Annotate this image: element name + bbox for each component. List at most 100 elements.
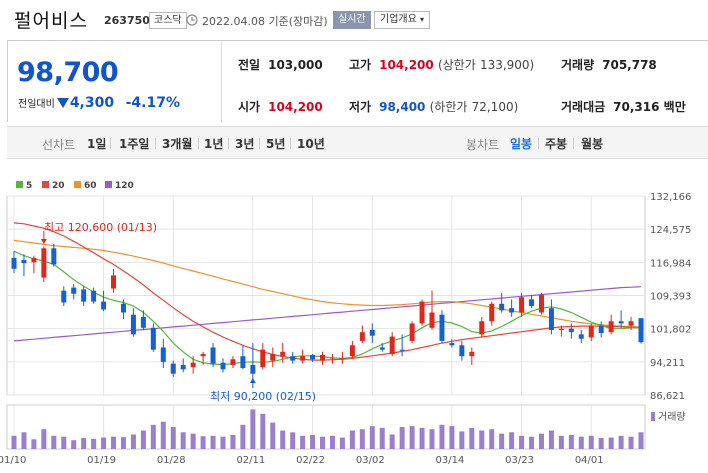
volume-bar — [150, 424, 156, 449]
volume-bar — [240, 424, 246, 449]
volume-bar — [51, 435, 57, 449]
separator — [228, 138, 229, 149]
prev-close-label: 전일 — [238, 58, 261, 72]
candle-body — [140, 316, 146, 328]
stock-header: 펄어비스 263750 코스닥 2022.04.08 기준(장마감) 실시간 기… — [0, 0, 708, 40]
low-arrow-icon — [249, 378, 256, 383]
candle-body — [608, 321, 614, 333]
candle-body — [220, 362, 226, 370]
volume-bar — [260, 413, 266, 449]
current-price: 98,700 — [17, 57, 119, 88]
volume-bar — [628, 436, 634, 449]
volume-bar — [339, 437, 345, 449]
upper-limit-label: (상한가 — [437, 58, 476, 72]
high-value: 104,200 — [379, 58, 434, 72]
company-info-dropdown[interactable]: 기업개요 ▾ — [374, 11, 431, 29]
high-cell: 고가 104,200 (상한가 133,900) — [349, 56, 534, 73]
legend-ma120: 120 — [105, 181, 134, 191]
volume-bar — [200, 436, 206, 449]
candle-body — [598, 325, 604, 334]
period-10year[interactable]: 10년 — [297, 137, 325, 151]
candle-body — [11, 257, 17, 269]
realtime-button[interactable]: 실시간 — [333, 11, 371, 29]
company-info-label: 기업개요 — [380, 14, 417, 25]
candle-body — [300, 356, 306, 361]
volume-bar — [588, 435, 594, 449]
volume-bar — [509, 432, 515, 449]
volume-bar — [399, 427, 405, 449]
volume-bar — [61, 436, 67, 449]
period-weekly[interactable]: 주봉 — [545, 137, 568, 151]
period-daily[interactable]: 일봉 — [510, 137, 533, 151]
amount-cell: 거래대금 70,316 백만 — [561, 98, 686, 115]
lower-limit-value: 72,100) — [471, 100, 519, 114]
upper-limit-value: 133,900) — [479, 58, 535, 72]
x-tick-label: 02/22 — [296, 455, 325, 466]
volume-bar — [300, 435, 306, 449]
candle-body — [419, 301, 425, 324]
candle-body — [160, 347, 166, 362]
x-tick-label: 01/19 — [87, 455, 116, 466]
candle-chart-label: 봉차트 — [466, 138, 500, 152]
period-1day[interactable]: 1일 — [87, 137, 107, 151]
volume-bar — [140, 430, 146, 449]
low-cell: 저가 98,400 (하한가 72,100) — [349, 98, 518, 115]
lower-limit-label: (하한가 — [429, 100, 468, 114]
candle-body — [568, 328, 574, 333]
period-1year[interactable]: 1년 — [204, 137, 224, 151]
period-3year[interactable]: 3년 — [235, 137, 255, 151]
volume-bar — [270, 422, 276, 449]
amount-value: 70,316 — [613, 100, 660, 114]
legend-ma60: 60 — [74, 181, 97, 191]
y-tick-label: 86,621 — [650, 391, 685, 402]
chevron-down-icon: ▾ — [420, 15, 425, 24]
legend-label: 120 — [115, 181, 134, 191]
candle-body — [51, 248, 57, 265]
volume-bar — [558, 435, 564, 449]
candle-body — [310, 354, 316, 360]
legend-swatch — [105, 181, 112, 188]
period-5year[interactable]: 5년 — [266, 137, 286, 151]
volume-bar — [638, 432, 644, 449]
candle-body — [578, 334, 584, 339]
candle-body — [320, 354, 326, 361]
volume-plot-frame — [6, 404, 646, 450]
candle-body — [638, 318, 644, 343]
volume-bar — [120, 437, 126, 449]
volume-bar — [250, 409, 256, 449]
price-summary: 98,700 전일대비 4,300 -4.17% 전일 103,000 고가 104,… — [7, 40, 708, 123]
ma5-line — [13, 250, 642, 366]
candle-body — [379, 347, 385, 350]
candle-body — [548, 308, 554, 330]
down-triangle-icon — [56, 98, 69, 108]
stock-code: 263750 — [104, 14, 150, 27]
change-percent: -4.17% — [125, 95, 180, 111]
low-value: 98,400 — [379, 100, 426, 114]
amount-unit: 백만 — [663, 100, 686, 114]
volume-bar — [320, 436, 326, 449]
volume-bar — [568, 434, 574, 449]
candle-body — [489, 303, 495, 322]
legend-swatch — [74, 181, 81, 188]
candle-body — [31, 257, 37, 263]
period-1week[interactable]: 1주일 — [119, 137, 150, 151]
candle-body — [339, 358, 345, 360]
candle-body — [130, 314, 136, 335]
ma60-line — [13, 239, 642, 328]
candle-body — [180, 364, 186, 370]
candle-body — [469, 351, 475, 357]
candle-body — [349, 345, 355, 357]
period-monthly[interactable]: 월봉 — [581, 137, 604, 151]
legend-swatch — [16, 181, 23, 188]
ma20-line — [13, 222, 642, 361]
volume-bar — [419, 427, 425, 449]
separator — [290, 138, 291, 149]
ma120-line — [13, 286, 642, 342]
volume-bar — [529, 436, 535, 449]
candle-body — [91, 290, 97, 302]
period-3month[interactable]: 3개월 — [162, 137, 193, 151]
separator — [259, 138, 260, 149]
volume-cell: 거래량 705,778 — [561, 56, 657, 73]
volume-bar — [369, 426, 375, 449]
